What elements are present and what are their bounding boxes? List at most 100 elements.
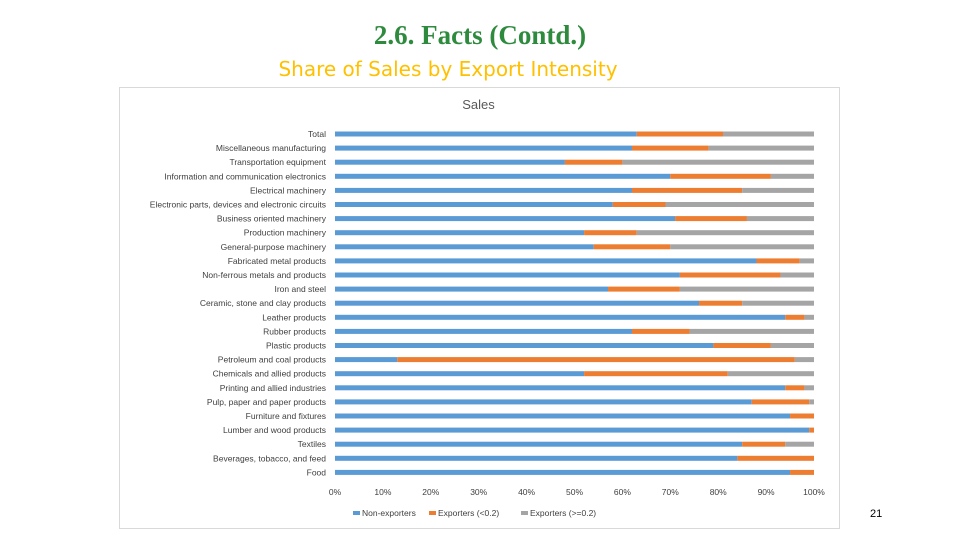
bar-exporters-0-2 <box>593 244 671 250</box>
bar-exporters-0-2 <box>722 131 814 137</box>
bar-non-exporters <box>335 399 752 405</box>
legend-label: Exporters (<0.2) <box>438 508 499 518</box>
x-tick-label: 30% <box>470 487 487 497</box>
bar-non-exporters <box>335 145 632 151</box>
bar-exporters-0-2 <box>679 272 781 278</box>
bar-non-exporters <box>335 216 676 222</box>
x-tick-label: 60% <box>614 487 631 497</box>
bar-non-exporters <box>335 286 609 292</box>
bar-non-exporters <box>335 328 632 334</box>
bar-non-exporters <box>335 230 585 236</box>
bar-exporters-0-2 <box>612 202 666 207</box>
bar-non-exporters <box>335 357 398 363</box>
bar-exporters-0-2 <box>397 357 795 363</box>
bar-exporters-0-2 <box>804 385 814 391</box>
bar-exporters-0-2 <box>742 187 814 193</box>
x-tick-label: 0% <box>329 487 342 497</box>
bar-exporters-0-2 <box>799 258 814 264</box>
bar-non-exporters <box>335 343 714 348</box>
category-label: General-purpose machinery <box>221 242 327 252</box>
bar-exporters-0-2 <box>564 159 623 165</box>
x-tick-label: 10% <box>374 487 391 497</box>
bar-exporters-0-2 <box>670 244 814 250</box>
bar-exporters-0-2 <box>636 230 814 236</box>
bar-exporters-0-2 <box>665 202 814 207</box>
category-label: Rubber products <box>263 326 326 336</box>
category-label: Information and communication electronic… <box>164 171 326 181</box>
bar-exporters-0-2 <box>756 258 800 264</box>
bar-exporters-0-2 <box>751 399 810 405</box>
x-tick-label: 40% <box>518 487 535 497</box>
x-tick-label: 90% <box>758 487 775 497</box>
x-tick-label: 20% <box>422 487 439 497</box>
category-label: Plastic products <box>266 341 326 351</box>
bar-non-exporters <box>335 385 786 391</box>
bar-exporters-0-2 <box>770 173 814 179</box>
bar-exporters-0-2 <box>631 187 743 193</box>
bar-exporters-0-2 <box>689 328 814 334</box>
bar-exporters-0-2 <box>737 455 814 461</box>
bar-exporters-0-2 <box>679 286 814 292</box>
chart-title: Sales <box>462 97 495 112</box>
slide-subtitle: Share of Sales by Export Intensity <box>278 57 618 81</box>
x-tick-label: 80% <box>710 487 727 497</box>
category-label: Chemicals and allied products <box>213 369 326 379</box>
bar-exporters-0-2 <box>622 159 814 165</box>
bar-exporters-0-2 <box>804 314 814 320</box>
bar-exporters-0-2 <box>770 343 814 348</box>
bar-exporters-0-2 <box>708 145 814 151</box>
category-label: Production machinery <box>244 228 327 238</box>
bar-non-exporters <box>335 173 671 179</box>
x-tick-label: 70% <box>662 487 679 497</box>
legend-label: Exporters (>=0.2) <box>530 508 596 518</box>
bar-non-exporters <box>335 441 743 447</box>
bar-non-exporters <box>335 469 791 475</box>
page-number: 21 <box>870 508 883 520</box>
bar-non-exporters <box>335 300 700 306</box>
bar-non-exporters <box>335 258 757 264</box>
bar-exporters-0-2 <box>727 371 814 377</box>
bar-non-exporters <box>335 413 791 419</box>
category-label: Leather products <box>262 312 326 322</box>
bar-non-exporters <box>335 202 613 207</box>
category-label: Total <box>308 129 326 139</box>
bar-non-exporters <box>335 244 594 250</box>
category-label: Food <box>307 467 327 477</box>
legend-swatch-exporters-0-2 <box>521 511 528 515</box>
bar-exporters-0-2 <box>713 343 771 348</box>
category-label: Lumber and wood products <box>223 425 326 435</box>
category-label: Ceramic, stone and clay products <box>200 298 326 308</box>
bar-exporters-0-2 <box>785 441 814 447</box>
bar-non-exporters <box>335 314 786 320</box>
legend-swatch-exporters-0-2 <box>429 511 436 515</box>
bar-exporters-0-2 <box>675 216 747 222</box>
bar-exporters-0-2 <box>746 216 814 222</box>
bar-non-exporters <box>335 371 585 377</box>
bar-exporters-0-2 <box>636 131 723 137</box>
bar-exporters-0-2 <box>584 371 728 377</box>
category-label: Miscellaneous manufacturing <box>216 143 326 153</box>
bar-exporters-0-2 <box>790 469 814 475</box>
bar-exporters-0-2 <box>780 272 814 278</box>
bar-exporters-0-2 <box>794 357 814 363</box>
bar-exporters-0-2 <box>631 145 709 151</box>
bar-exporters-0-2 <box>785 385 805 391</box>
category-label: Petroleum and coal products <box>218 355 326 365</box>
bar-exporters-0-2 <box>670 173 771 179</box>
category-label: Pulp, paper and paper products <box>207 397 326 407</box>
bar-non-exporters <box>335 272 680 278</box>
category-label: Textiles <box>298 439 326 449</box>
bar-exporters-0-2 <box>742 300 814 306</box>
bar-exporters-0-2 <box>631 328 690 334</box>
bar-exporters-0-2 <box>785 314 805 320</box>
category-label: Business oriented machinery <box>217 214 327 224</box>
category-label: Furniture and fixtures <box>246 411 326 421</box>
bar-exporters-0-2 <box>790 413 814 419</box>
bar-exporters-0-2 <box>699 300 743 306</box>
x-tick-label: 50% <box>566 487 583 497</box>
legend-swatch-non-exporters <box>353 511 360 515</box>
x-tick-label: 100% <box>803 487 825 497</box>
legend-label: Non-exporters <box>362 508 416 518</box>
bar-exporters-0-2 <box>809 427 814 433</box>
